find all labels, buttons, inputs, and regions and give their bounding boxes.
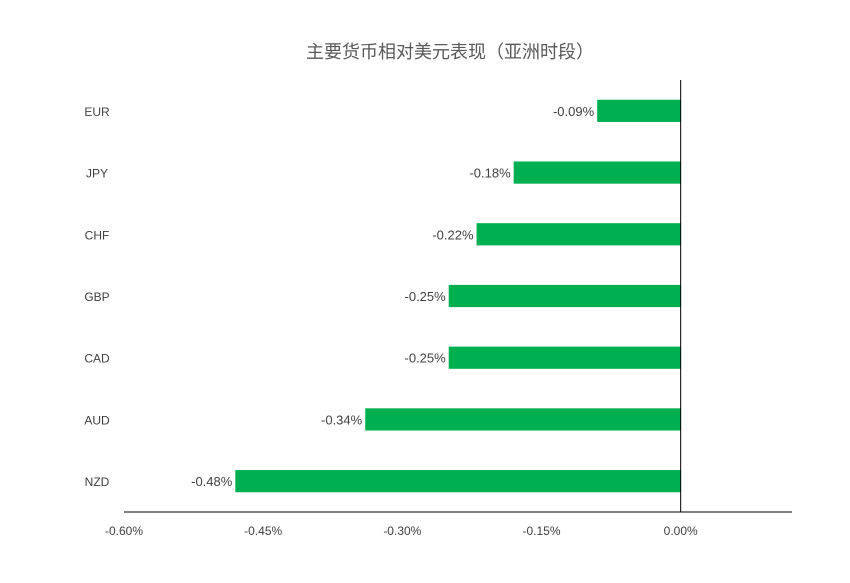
category-label-cad: CAD — [84, 352, 110, 366]
category-label-nzd: NZD — [85, 475, 110, 489]
x-tick-label: 0.00% — [664, 524, 698, 538]
x-tick-label: -0.15% — [522, 524, 560, 538]
category-label-gbp: GBP — [84, 290, 109, 304]
data-label-cad: -0.25% — [405, 351, 447, 366]
bar-eur — [597, 99, 681, 122]
bar-chf — [476, 223, 681, 246]
bar-cad — [448, 346, 681, 369]
bar-jpy — [513, 161, 681, 184]
data-label-chf: -0.22% — [432, 227, 474, 242]
category-label-eur: EUR — [84, 105, 110, 119]
bar-aud — [365, 408, 681, 431]
x-tick-label: -0.60% — [105, 524, 143, 538]
x-tick-label: -0.30% — [383, 524, 421, 538]
data-label-nzd: -0.48% — [191, 474, 233, 489]
data-label-jpy: -0.18% — [469, 166, 511, 181]
category-label-chf: CHF — [85, 228, 110, 242]
data-label-eur: -0.09% — [553, 104, 595, 119]
data-label-gbp: -0.25% — [405, 289, 447, 304]
bar-gbp — [448, 284, 681, 308]
data-label-aud: -0.34% — [321, 412, 363, 427]
x-tick-label: -0.45% — [244, 524, 282, 538]
chart-title: 主要货币相对美元表现（亚洲时段） — [306, 42, 594, 63]
bar-nzd — [235, 470, 681, 493]
category-label-jpy: JPY — [86, 167, 108, 181]
category-label-aud: AUD — [84, 413, 110, 427]
